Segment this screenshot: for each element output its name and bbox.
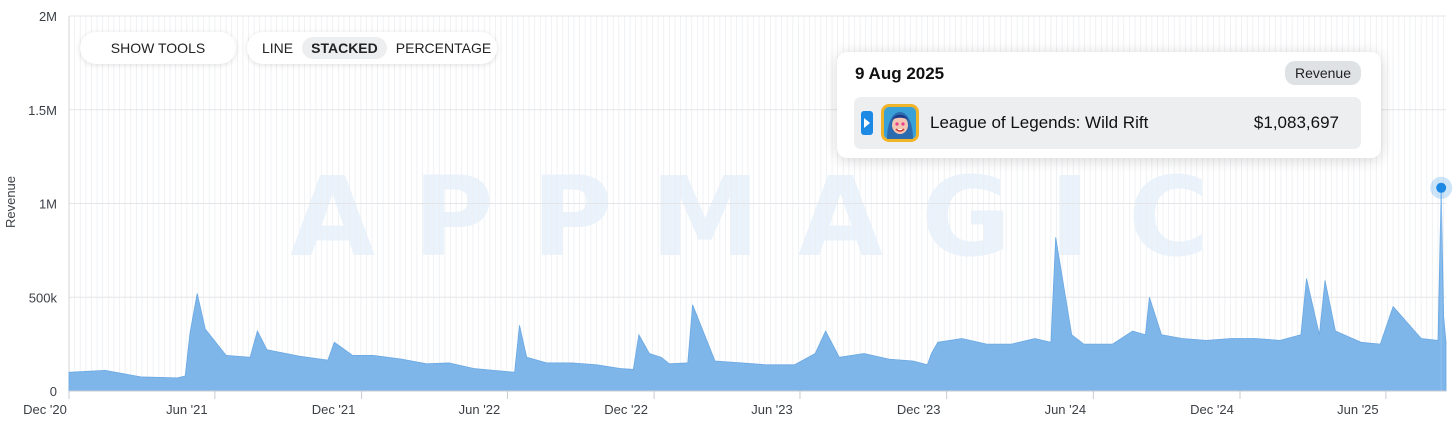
x-tick-label: Dec '20 [23, 402, 67, 417]
mode-percentage-button[interactable]: PERCENTAGE [395, 40, 492, 56]
y-tick-label: 1M [39, 197, 57, 212]
tooltip-date: 9 Aug 2025 [855, 64, 945, 83]
expand-arrow-icon[interactable] [861, 111, 873, 135]
x-axis-ticks: Dec '20 Jun '21 Dec '21 Jun '22 Dec '22 Jun '… [23, 390, 1446, 417]
mode-line-button[interactable]: LINE [262, 40, 294, 56]
y-axis-ticks: 0 500k 1M 1.5M 2M [28, 9, 57, 399]
x-tick-label: Jun '22 [459, 402, 501, 417]
x-tick-label: Dec '24 [1190, 402, 1234, 417]
show-tools-button[interactable]: SHOW TOOLS [80, 32, 236, 64]
x-tick-label: Dec '23 [897, 402, 941, 417]
x-tick-label: Jun '25 [1337, 402, 1379, 417]
x-tick-label: Dec '22 [604, 402, 648, 417]
mode-stacked-button[interactable]: STACKED [302, 37, 387, 59]
x-tick-label: Dec '21 [312, 402, 356, 417]
revenue-area [68, 187, 1447, 392]
highlight-marker[interactable] [1436, 182, 1447, 193]
y-tick-label: 500k [29, 290, 58, 305]
tooltip-value: $1,083,697 [1253, 113, 1339, 132]
y-tick-label: 1.5M [28, 103, 57, 118]
y-axis-label: Revenue [3, 176, 18, 228]
app-icon [881, 104, 919, 142]
y-tick-label: 2M [39, 9, 57, 24]
tooltip-app-row[interactable]: League of Legends: Wild Rift $1,083,697 [854, 97, 1361, 149]
y-tick-label: 0 [50, 384, 57, 399]
x-tick-label: Jun '23 [751, 402, 793, 417]
x-tick-label: Jun '24 [1045, 402, 1087, 417]
x-tick-label: Jun '21 [166, 402, 208, 417]
tooltip-app-name: League of Legends: Wild Rift [930, 113, 1149, 132]
chart-mode-toggle: LINE STACKED PERCENTAGE [247, 32, 497, 64]
chart-tooltip: 9 Aug 2025 Revenue League of Legends: Wi… [837, 52, 1381, 158]
show-tools-label: SHOW TOOLS [110, 40, 206, 56]
tooltip-metric-badge: Revenue [1284, 61, 1361, 85]
